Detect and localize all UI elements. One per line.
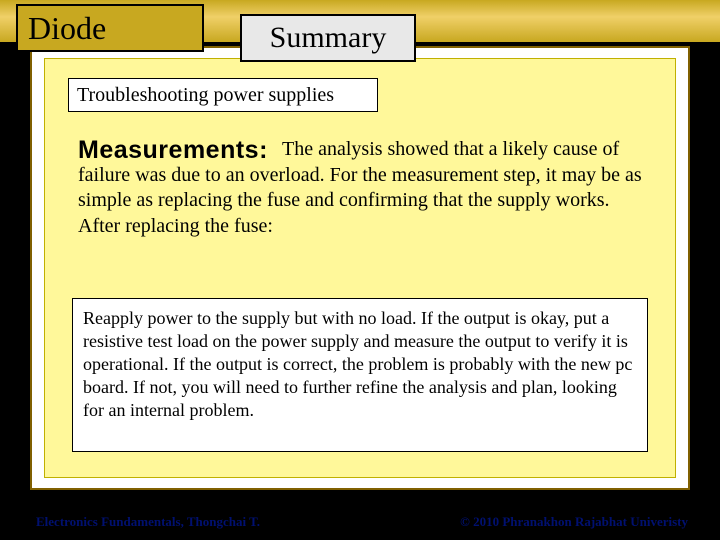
- footer-left-text: Electronics Fundamentals, Thongchai T.: [36, 514, 260, 530]
- step-instruction-text: Reapply power to the supply but with no …: [83, 307, 637, 422]
- step-instruction-box: Reapply power to the supply but with no …: [72, 298, 648, 452]
- diode-title-text: Diode: [28, 10, 106, 47]
- summary-title-text: Summary: [270, 21, 387, 55]
- body-paragraph-text: The analysis showed that a likely cause …: [78, 138, 642, 237]
- slide-root: Diode Summary Troubleshooting power supp…: [0, 0, 720, 540]
- subheader-text: Troubleshooting power supplies: [77, 84, 334, 107]
- footer-right-text: © 2010 Phranakhon Rajabhat Univeristy: [460, 514, 688, 530]
- subheader-box: Troubleshooting power supplies: [68, 78, 378, 112]
- diode-title-box: Diode: [16, 4, 204, 52]
- body-paragraph: The analysis showed that a likely cause …: [78, 137, 652, 239]
- summary-title-box: Summary: [240, 14, 416, 62]
